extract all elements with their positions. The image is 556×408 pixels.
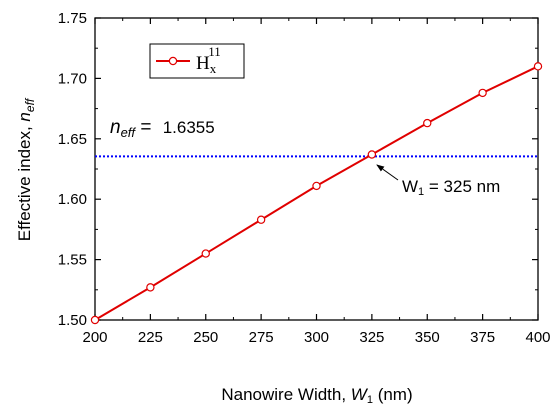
series-group bbox=[90, 62, 543, 325]
neff-var: n bbox=[110, 117, 121, 138]
x-tick-label: 375 bbox=[470, 329, 495, 346]
x-tick-label: 300 bbox=[304, 329, 329, 346]
w1-sub: 1 bbox=[418, 186, 424, 198]
y-tick-label: 1.65 bbox=[58, 131, 87, 148]
y-axis-title-var: n bbox=[15, 112, 34, 121]
legend-marker bbox=[168, 56, 178, 66]
data-point bbox=[312, 181, 321, 191]
data-point bbox=[201, 249, 210, 258]
data-point bbox=[423, 118, 432, 128]
data-point bbox=[90, 315, 100, 325]
data-point bbox=[533, 62, 543, 71]
w1-text: = 325 nm bbox=[424, 177, 500, 196]
legend-sub: x bbox=[210, 61, 217, 76]
neff-value: 1.6355 bbox=[163, 118, 215, 137]
y-axis-title-prefix: Effective index, bbox=[15, 122, 34, 242]
w1-annotation: W1 = 325 nm bbox=[402, 177, 500, 198]
w1-arrow bbox=[376, 164, 399, 181]
x-axis-title: Nanowire Width, W1 (nm) bbox=[221, 385, 412, 406]
x-tick-label: 200 bbox=[82, 329, 107, 346]
x-axis-title-sub: 1 bbox=[367, 394, 373, 406]
y-tick-label: 1.60 bbox=[58, 191, 87, 208]
x-axis-title-var: W bbox=[351, 385, 369, 404]
x-axis-title-suffix: (nm) bbox=[373, 385, 413, 404]
legend-label: Hx 11 bbox=[196, 44, 221, 76]
w1-var: W bbox=[402, 177, 418, 196]
x-tick-label: 275 bbox=[249, 329, 274, 346]
neff-eq: = bbox=[135, 117, 157, 138]
y-tick-label: 1.55 bbox=[58, 252, 87, 269]
x-axis-title-prefix: Nanowire Width, bbox=[221, 385, 350, 404]
axis-ticks: 200 225 250 275 300 325 350 375 400 1.50 1.55 1.60 1… bbox=[58, 10, 551, 346]
x-tick-label: 400 bbox=[525, 329, 550, 346]
x-tick-label: 325 bbox=[359, 329, 384, 346]
neff-annotation: neff = 1.6355 bbox=[110, 117, 215, 140]
legend: Hx 11 bbox=[149, 43, 245, 79]
data-point bbox=[256, 215, 266, 224]
data-point bbox=[478, 88, 487, 98]
data-point bbox=[367, 150, 377, 159]
y-tick-label: 1.70 bbox=[58, 70, 87, 87]
y-axis-title-sub: eff bbox=[23, 97, 37, 112]
x-tick-label: 250 bbox=[193, 329, 218, 346]
legend-sup: 11 bbox=[208, 44, 221, 59]
y-axis-title: Effective index, neff bbox=[15, 97, 37, 241]
neff-sub: eff bbox=[121, 125, 137, 140]
y-tick-label: 1.50 bbox=[58, 312, 87, 329]
y-tick-label: 1.75 bbox=[58, 10, 87, 27]
data-point bbox=[146, 283, 155, 292]
x-tick-label: 225 bbox=[138, 329, 163, 346]
x-tick-label: 350 bbox=[415, 329, 440, 346]
legend-main: H bbox=[196, 53, 210, 74]
